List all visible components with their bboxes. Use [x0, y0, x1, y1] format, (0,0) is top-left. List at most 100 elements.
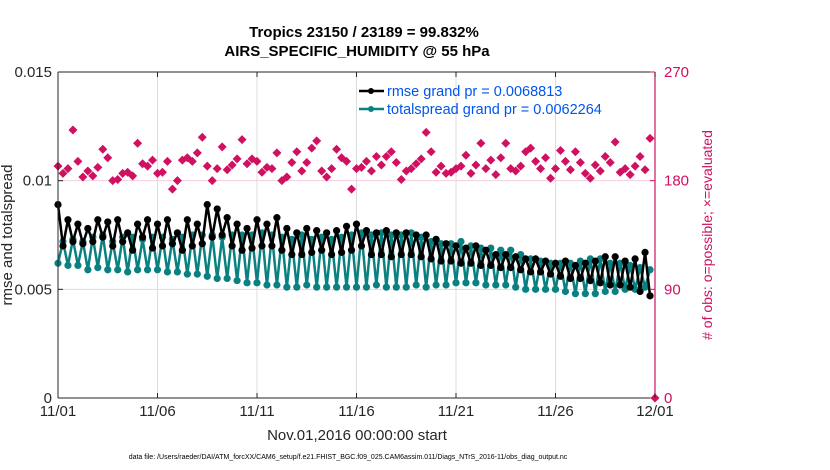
obs-count-point	[162, 156, 172, 166]
rmse-point	[263, 220, 271, 228]
legend-rmse-label: rmse grand pr = 0.0068813	[387, 84, 562, 100]
rmse-point	[551, 259, 560, 267]
obs-count-point	[342, 156, 352, 166]
totalspread-point	[437, 240, 445, 248]
totalspread-point	[104, 266, 112, 274]
legend-totalspread-label: totalspread grand pr = 0.0062264	[387, 102, 602, 118]
obs-count-point	[411, 159, 421, 169]
totalspread-point	[203, 272, 211, 280]
totalspread-point	[522, 285, 530, 293]
obs-count-point	[98, 144, 108, 154]
rmse-point	[124, 229, 132, 237]
rmse-point	[497, 264, 505, 272]
x-tick-label: 12/01	[636, 403, 674, 420]
obs-count-point	[192, 148, 202, 158]
rmse-point	[64, 216, 72, 224]
rmse-point	[626, 283, 634, 291]
rmse-point	[258, 242, 266, 250]
rmse-point	[377, 250, 385, 259]
rmse-point	[462, 244, 470, 252]
rmse-point	[293, 229, 301, 237]
rmse-point	[372, 229, 380, 237]
rmse-point	[566, 274, 575, 283]
totalspread-point	[223, 274, 231, 283]
rmse-point	[467, 259, 475, 267]
totalspread-point	[606, 259, 614, 267]
obs-count-point	[297, 166, 307, 176]
rmse-point	[492, 250, 500, 259]
rmse-point	[99, 233, 107, 241]
rmse-series	[54, 200, 654, 300]
obs-count-point	[600, 152, 610, 162]
obs-count-point	[406, 164, 416, 174]
obs-count-point	[645, 133, 655, 143]
obs-count-point	[267, 164, 277, 174]
totalspread-point	[512, 283, 520, 291]
obs-count-point	[481, 164, 491, 174]
obs-count-point	[347, 184, 357, 194]
obs-count-point	[386, 147, 396, 157]
rmse-point	[308, 248, 316, 256]
rmse-point	[109, 242, 117, 250]
rmse-point	[571, 261, 580, 270]
rmse-point	[507, 264, 515, 272]
obs-count-point	[307, 143, 317, 153]
rmse-point	[243, 224, 251, 233]
legend-totalspread-marker	[368, 106, 374, 112]
obs-count-point	[68, 125, 78, 135]
rmse-point	[213, 205, 221, 213]
obs-count-point	[366, 166, 376, 176]
obs-count-point	[396, 174, 406, 184]
totalspread-point	[532, 285, 540, 293]
totalspread-point	[482, 281, 490, 289]
totalspread-point	[362, 283, 371, 291]
obs-count-point	[292, 147, 302, 157]
obs-count-point	[172, 176, 182, 186]
totalspread-point	[263, 281, 271, 289]
rmse-point	[79, 240, 87, 248]
obs-count-point	[391, 158, 401, 168]
rmse-point	[606, 281, 614, 289]
rmse-point	[402, 229, 410, 237]
rmse-point	[442, 240, 450, 248]
rmse-point	[472, 242, 480, 250]
rmse-point	[163, 216, 172, 224]
rmse-point	[119, 237, 127, 246]
totalspread-point	[64, 261, 72, 270]
chart-title-line-2: AIRS_SPECIFIC_HUMIDITY @ 55 hPa	[224, 43, 490, 60]
obs-count-point	[486, 155, 496, 165]
obs-count-point	[491, 170, 501, 180]
rmse-point	[432, 235, 440, 243]
rmse-point	[138, 233, 147, 241]
obs-count-point	[471, 160, 481, 170]
totalspread-point	[412, 281, 420, 289]
obs-count-point	[555, 145, 565, 155]
obs-count-point	[187, 156, 197, 166]
y-tick-label-left: 0.005	[14, 281, 52, 298]
obs-count-point	[58, 168, 68, 178]
obs-count-point	[287, 158, 297, 168]
rmse-point	[89, 237, 97, 246]
obs-count-point	[421, 127, 431, 137]
totalspread-point	[442, 281, 450, 289]
rmse-point	[457, 259, 465, 267]
rmse-point	[512, 253, 520, 261]
rmse-point	[536, 268, 545, 276]
obs-count-point	[456, 161, 466, 171]
rmse-point	[422, 231, 430, 239]
rmse-point	[129, 246, 137, 254]
totalspread-point	[452, 279, 460, 287]
obs-count-point	[565, 165, 575, 175]
rmse-point	[397, 250, 405, 259]
totalspread-point	[342, 283, 351, 291]
totalspread-point	[422, 283, 430, 291]
rmse-point	[248, 244, 256, 252]
totalspread-line	[56, 231, 652, 295]
x-tick-label: 11/26	[537, 403, 573, 420]
obs-count-point	[476, 138, 486, 148]
rmse-point	[298, 250, 306, 259]
rmse-point	[178, 246, 186, 254]
rmse-point	[452, 242, 460, 250]
rmse-point	[646, 292, 654, 300]
obs-count-point	[252, 156, 262, 166]
